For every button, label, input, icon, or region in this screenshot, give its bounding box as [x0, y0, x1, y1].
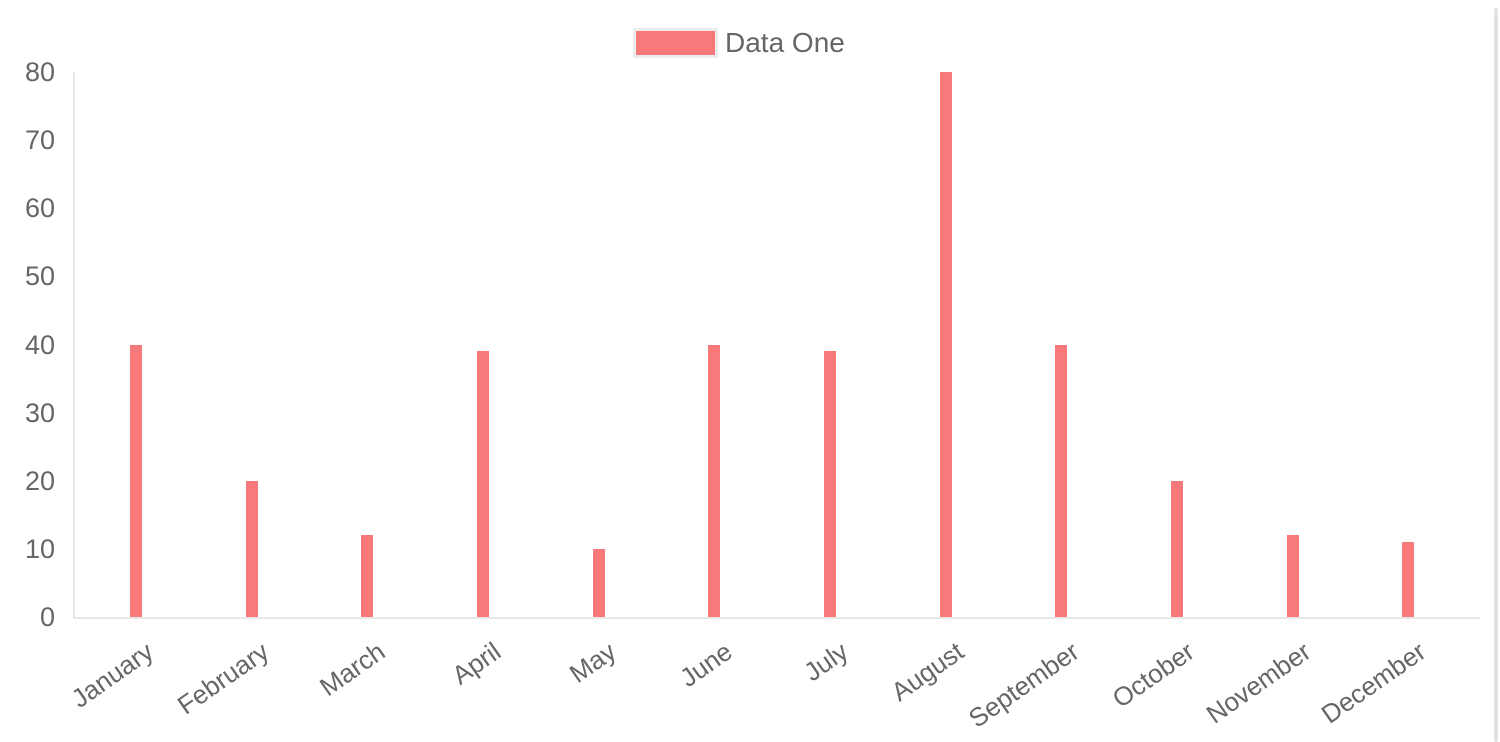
bar-december[interactable]	[1402, 542, 1415, 617]
x-axis-baseline	[73, 617, 1480, 619]
x-axis-label-august: August	[885, 636, 969, 708]
x-axis-label-april: April	[446, 636, 507, 691]
bar-march[interactable]	[361, 535, 374, 617]
bar-october[interactable]	[1170, 480, 1183, 617]
bar-july[interactable]	[823, 351, 836, 617]
bar-february[interactable]	[245, 480, 258, 617]
bar-april[interactable]	[476, 351, 489, 617]
x-axis-label-june: June	[673, 636, 738, 693]
x-axis-label-january: January	[66, 636, 160, 714]
x-axis-label-may: May	[564, 636, 622, 689]
y-axis-line	[73, 72, 75, 619]
x-axis-label-february: February	[172, 636, 275, 721]
x-axis-label-december: December	[1315, 636, 1432, 730]
x-axis-label-september: September	[962, 636, 1085, 734]
y-axis-tick-label-20: 20	[24, 465, 55, 496]
bar-june[interactable]	[708, 344, 721, 617]
bar-september[interactable]	[1055, 344, 1068, 617]
y-axis-tick-label-40: 40	[24, 329, 55, 360]
bar-august[interactable]	[939, 72, 952, 617]
bar-january[interactable]	[129, 344, 142, 617]
legend-color-swatch	[633, 28, 718, 58]
y-axis-tick-label-10: 10	[24, 533, 55, 564]
legend-label: Data One	[725, 27, 845, 58]
y-axis-tick-label-0: 0	[39, 602, 55, 632]
x-axis-label-march: March	[313, 636, 391, 703]
scrollbar-track[interactable]	[1494, 8, 1498, 742]
y-axis-tick-label-60: 60	[24, 193, 55, 224]
x-axis-label-october: October	[1107, 636, 1201, 714]
legend-item-data-one[interactable]: Data One	[633, 27, 845, 59]
y-axis-tick-label-30: 30	[24, 397, 55, 428]
bar-november[interactable]	[1286, 535, 1299, 617]
x-axis-label-november: November	[1200, 636, 1316, 730]
y-axis-tick-label-50: 50	[24, 261, 55, 292]
bar-may[interactable]	[592, 548, 605, 617]
y-axis-tick-label-80: 80	[24, 57, 55, 87]
x-axis-label-july: July	[797, 636, 854, 688]
y-axis-tick-label-70: 70	[24, 125, 55, 156]
